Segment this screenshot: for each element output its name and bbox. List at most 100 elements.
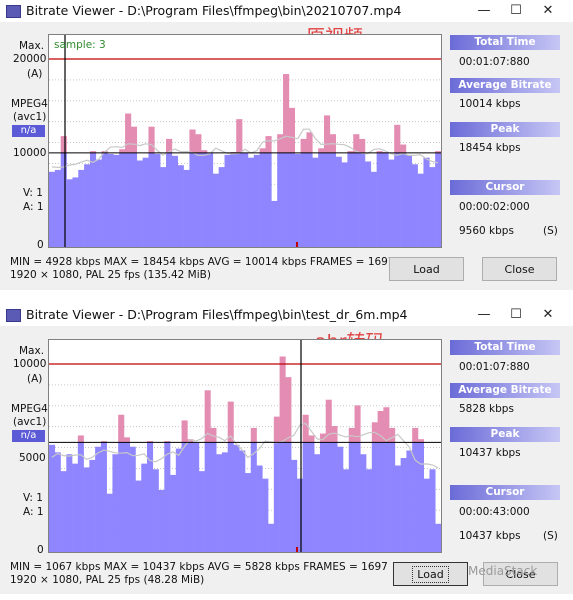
bitrate-chart-svg [49, 340, 441, 552]
bitrate-bar [89, 459, 96, 552]
bitrate-bar [78, 169, 85, 247]
axis-unit: (A) [27, 68, 43, 80]
bitrate-bar [89, 152, 97, 247]
bitrate-bar [417, 442, 425, 552]
cursor-header: Cursor [450, 485, 560, 500]
bitrate-bar [335, 156, 342, 247]
bitrate-bar [262, 478, 269, 552]
bitrate-bar [113, 154, 120, 247]
bitrate-bar [95, 446, 102, 552]
bitrate-chart[interactable] [48, 339, 442, 553]
bitrate-bar [72, 177, 79, 247]
bitrate-bar [312, 157, 319, 247]
bitrate-bar [154, 153, 161, 247]
close-button[interactable]: Close [483, 562, 558, 586]
axis-max-label: Max. [19, 345, 45, 357]
cursor-rate-value: 9560 kbps [459, 225, 514, 237]
window-title: Bitrate Viewer - D:\Program Files\ffmpeg… [26, 3, 402, 18]
bitrate-bar [66, 454, 73, 552]
bitrate-bar-peak [201, 150, 208, 153]
bitrate-bar [183, 169, 190, 247]
bitrate-bar [198, 471, 205, 552]
bitrate-bar [364, 161, 372, 247]
bitrate-bar-peak [376, 151, 383, 153]
bitrate-bar [259, 152, 266, 247]
bitrate-bar-peak [285, 377, 292, 443]
codec-sub-label: (avc1) [13, 416, 47, 428]
bitrate-bar [360, 454, 367, 552]
bitrate-bar-peak [331, 426, 338, 443]
position-marker [296, 547, 298, 552]
axis-zero: 0 [37, 544, 44, 556]
bitrate-bar [302, 442, 309, 552]
video-track-label: V: 1 [23, 187, 43, 199]
bitrate-bar-peak [325, 399, 332, 443]
bitrate-bar [319, 442, 327, 552]
bitrate-bar [291, 459, 298, 552]
minimize-button[interactable]: — [477, 307, 491, 322]
bitrate-bar [221, 452, 229, 552]
bitrate-bar-peak [347, 151, 354, 153]
bitrate-bar [236, 152, 243, 247]
axis-mid-value: 5000 [19, 452, 46, 464]
bitrate-bar [77, 442, 84, 552]
bitrate-bar [341, 162, 348, 247]
bitrate-bar [177, 165, 184, 247]
load-button[interactable]: Load [389, 257, 464, 281]
bitrate-bar [247, 157, 255, 247]
bitrate-bar [265, 152, 272, 247]
close-button-label: Close [504, 263, 535, 276]
bitrate-bar-peak [164, 441, 171, 443]
bitrate-viewer-window-2: Bitrate Viewer - D:\Program Files\ffmpeg… [0, 304, 573, 594]
load-button-label: Load [412, 566, 449, 583]
bitrate-bar [54, 452, 61, 552]
bitrate-bar [331, 442, 338, 552]
bitrate-bar [171, 155, 179, 247]
bitrate-bar-peak [123, 437, 131, 443]
bitrate-bar [95, 159, 102, 247]
bitrate-bar [135, 480, 142, 552]
bitrate-bar [273, 442, 280, 552]
bitrate-bar-peak [277, 134, 284, 153]
minimize-button[interactable]: — [477, 3, 491, 18]
cursor-time-value: 00:00:43:000 [459, 506, 530, 518]
axis-mid-value: 10000 [13, 147, 47, 159]
bitrate-bar [129, 446, 136, 552]
video-track-label: V: 1 [23, 492, 43, 504]
bitrate-bar-peak [359, 138, 366, 153]
bitrate-bar [300, 152, 307, 247]
close-window-button[interactable]: ✕ [542, 307, 554, 322]
bitrate-bar-peak [283, 74, 290, 153]
close-button[interactable]: Close [482, 257, 557, 281]
bitrate-bar-peak [306, 132, 313, 153]
bitrate-bar [152, 469, 159, 552]
bitrate-bar-peak [323, 115, 331, 153]
bitrate-bar [283, 152, 290, 247]
bitrate-chart-svg [49, 35, 441, 247]
bitrate-bar [348, 442, 355, 552]
bitrate-bar [206, 153, 214, 247]
cursor-time-value: 00:00:02:000 [459, 201, 530, 213]
total-time-header: Total Time [450, 35, 560, 50]
axis-max-label: Max. [19, 40, 45, 52]
bitrate-chart[interactable]: sample: 3 [48, 34, 442, 248]
title-bar[interactable]: Bitrate Viewer - D:\Program Files\ffmpeg… [0, 0, 573, 22]
bitrate-bar [49, 444, 56, 552]
bitrate-bar-peak [125, 113, 132, 153]
bitrate-bar [253, 154, 260, 247]
bitrate-bar [400, 152, 407, 247]
load-button[interactable]: Load [393, 562, 468, 586]
bitrate-bar [389, 442, 396, 552]
maximize-button[interactable]: ☐ [510, 3, 522, 18]
title-bar[interactable]: Bitrate Viewer - D:\Program Files\ffmpeg… [0, 304, 573, 326]
bitrate-bar-peak [100, 441, 107, 443]
bitrate-bar [370, 171, 377, 247]
bitrate-bar [123, 442, 131, 552]
close-window-button[interactable]: ✕ [542, 3, 554, 18]
bitrate-bar [412, 442, 419, 552]
maximize-button[interactable]: ☐ [510, 307, 522, 322]
cursor-unit: (S) [543, 530, 558, 542]
bitrate-bar-peak [318, 148, 325, 153]
bitrate-bar [347, 152, 354, 247]
stats-line-2: 1920 × 1080, PAL 25 fps (135.42 MiB) [10, 269, 211, 281]
